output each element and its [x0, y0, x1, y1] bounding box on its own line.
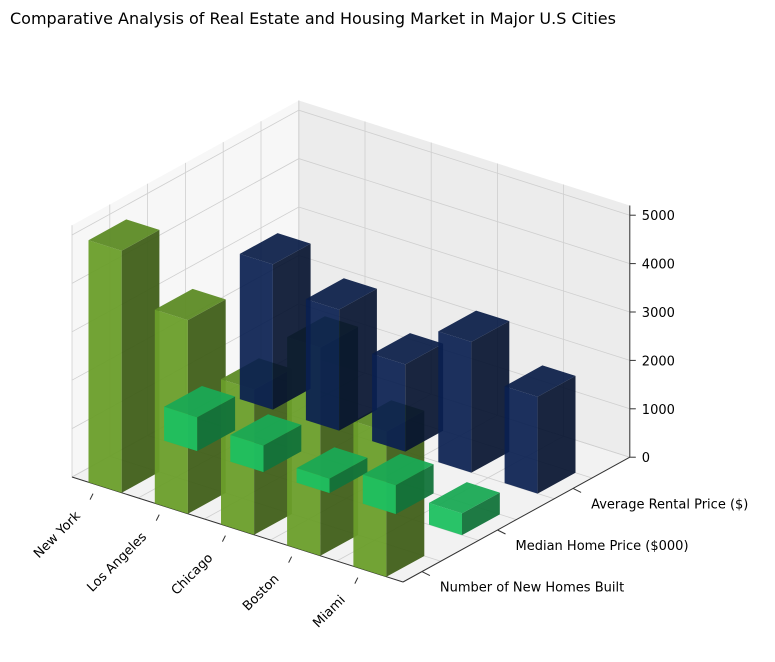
bar-top-face: [230, 414, 302, 446]
bar-median-home-price-000--miami: [429, 482, 500, 536]
bar-top-face: [296, 447, 368, 479]
bar-side-face: [263, 424, 302, 473]
y-tick-label: Number of New Homes Built: [440, 581, 624, 596]
bar-side-face: [272, 243, 311, 410]
bar-median-home-price-000--new-york: [164, 386, 236, 452]
bar-top-face: [305, 278, 377, 310]
x-tick-label: Los Angeles: [85, 530, 151, 596]
bar-top-face: [362, 453, 434, 486]
bar-front-face: [372, 353, 406, 452]
bar-side-face: [329, 457, 368, 494]
x-tick-label: Miami: [310, 593, 348, 631]
bar-side-face: [121, 229, 160, 493]
bar-front-face: [164, 406, 198, 452]
bar-number-of-new-homes-built-new-york: [88, 219, 160, 493]
y-tick: [572, 487, 582, 493]
bar-median-home-price-000--los-angeles: [230, 414, 302, 473]
chart-title: Comparative Analysis of Real Estate and …: [10, 9, 616, 28]
x-tick: [89, 493, 94, 500]
bar-front-face: [305, 299, 340, 431]
bar-average-rental-price--chicago: [372, 333, 444, 452]
bar-top-face: [88, 219, 160, 251]
bar-top-face: [164, 386, 236, 418]
bar-front-face: [239, 253, 273, 410]
bar-average-rental-price--los-angeles: [305, 278, 377, 431]
bar-front-face: [438, 331, 472, 473]
bar-top-face: [438, 310, 510, 342]
x-tick: [155, 514, 160, 521]
z-tick-label: 5000: [642, 209, 675, 224]
bar-average-rental-price--new-york: [239, 233, 311, 410]
grid-line-z: [71, 109, 630, 236]
z-tick-label: 4000: [642, 258, 675, 273]
bar-side-face: [405, 343, 444, 452]
z-tick-label: 3000: [642, 306, 675, 321]
bar-side-face: [462, 492, 500, 536]
z-tick-label: 1000: [642, 403, 675, 418]
y-axis-line: [402, 456, 631, 583]
bars: [88, 219, 576, 577]
x-tick-label: New York: [31, 508, 84, 561]
x-tick-label: Chicago: [169, 551, 217, 599]
bar-side-face: [471, 321, 510, 473]
y-tick-label: Average Rental Price ($): [591, 497, 748, 512]
bar-top-face: [504, 365, 576, 397]
bar-front-face: [230, 435, 264, 473]
x-tick: [221, 535, 226, 542]
bar-front-face: [362, 474, 396, 515]
bar-top-face: [239, 233, 311, 265]
bar-side-face: [339, 288, 377, 431]
bar-top-face: [429, 482, 500, 514]
bar-front-face: [296, 468, 330, 494]
bar-side-face: [395, 464, 434, 515]
x-tick-label: Boston: [240, 572, 282, 614]
x-tick: [354, 577, 359, 584]
bar-front-face: [429, 502, 462, 536]
y-tick-label: Median Home Price ($000): [516, 539, 689, 554]
z-tick-label: 2000: [642, 354, 675, 369]
bar-front-face: [88, 240, 122, 493]
bar-median-home-price-000--boston: [362, 453, 434, 515]
bar-average-rental-price--boston: [438, 310, 510, 473]
bar-average-rental-price--miami: [504, 365, 576, 494]
x-tick: [288, 556, 293, 563]
bar-median-home-price-000--chicago: [296, 447, 368, 494]
bar-side-face: [197, 396, 236, 452]
bar-side-face: [537, 375, 576, 494]
bar-top-face: [154, 288, 226, 321]
bar-top-face: [372, 333, 444, 365]
z-tick-label: 0: [642, 451, 650, 466]
bar-front-face: [504, 386, 538, 494]
y-tick: [497, 529, 506, 535]
y-tick: [421, 571, 431, 577]
